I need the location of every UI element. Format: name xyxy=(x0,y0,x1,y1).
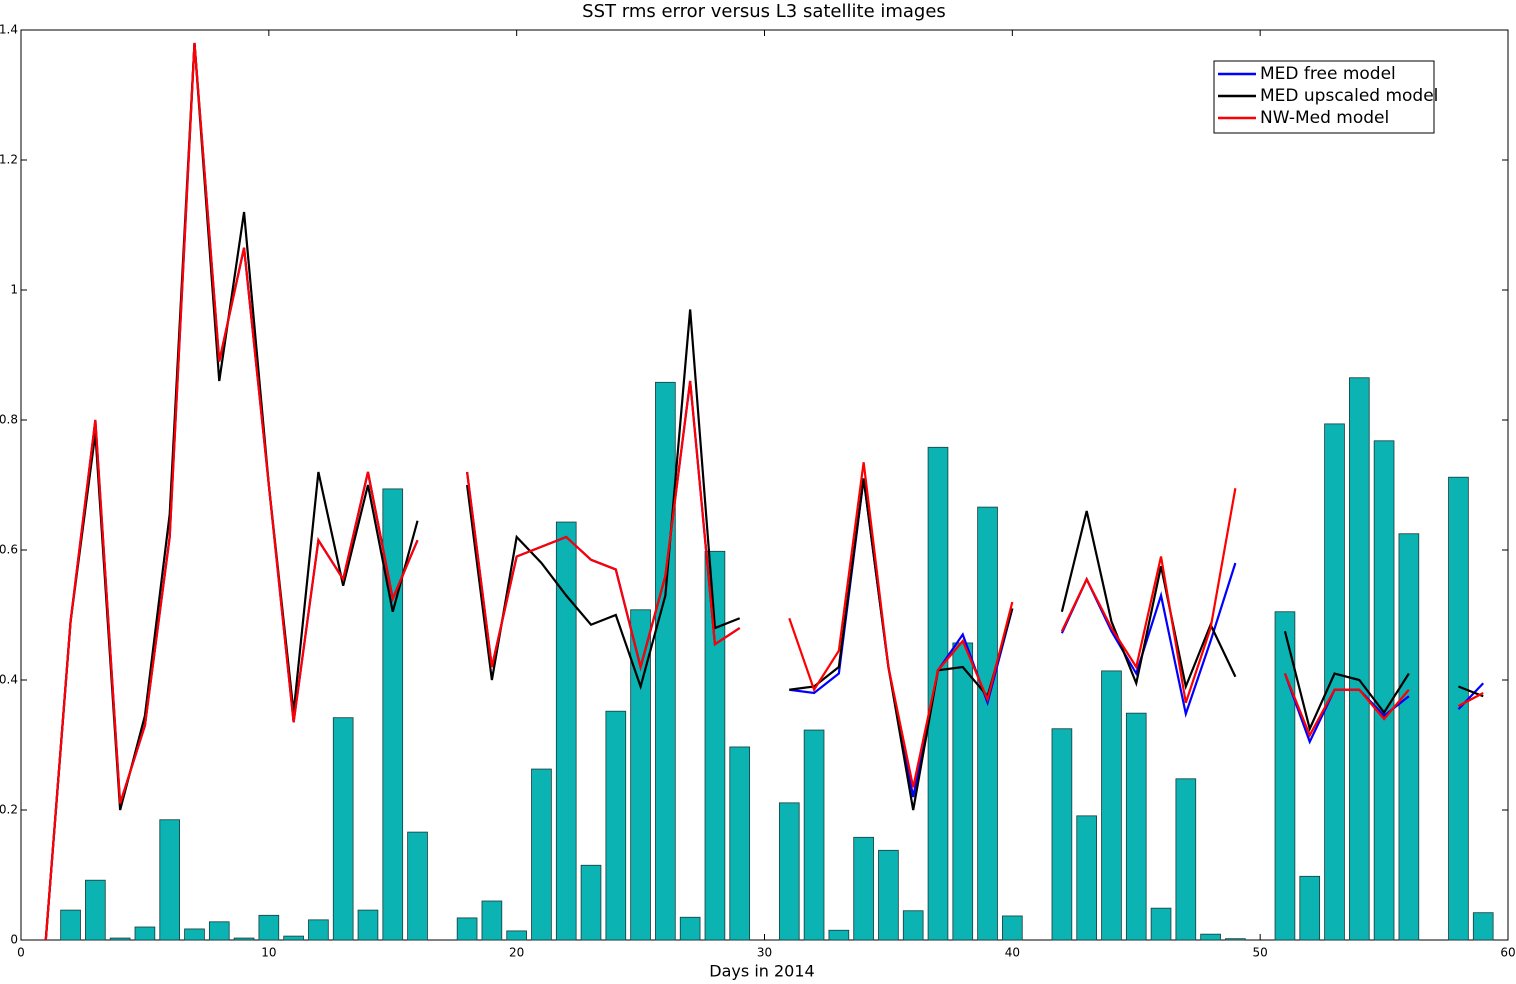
bar xyxy=(1175,778,1197,941)
bar xyxy=(506,930,527,941)
bar xyxy=(977,506,998,941)
y-tick-label: 1.4 xyxy=(0,23,18,37)
legend-label: MED free model xyxy=(1260,64,1396,84)
bar xyxy=(605,710,627,941)
bar xyxy=(481,900,503,941)
bar xyxy=(357,909,379,941)
bar xyxy=(258,914,280,941)
bar xyxy=(1225,938,1246,941)
legend-label: NW-Med model xyxy=(1260,108,1389,128)
bar xyxy=(1002,915,1023,941)
bar xyxy=(109,937,131,941)
bar xyxy=(1348,377,1370,941)
bar xyxy=(1472,912,1494,941)
bar xyxy=(407,831,428,941)
bar xyxy=(1150,907,1172,941)
bar xyxy=(208,921,230,941)
bar xyxy=(1373,440,1395,941)
x-tick-label: 10 xyxy=(261,946,276,960)
bar xyxy=(729,746,751,941)
bar xyxy=(902,910,924,941)
bar xyxy=(1051,728,1073,941)
bar xyxy=(580,864,602,941)
chart-title: SST rms error versus L3 satellite images xyxy=(582,1,946,22)
bar xyxy=(60,909,81,941)
bar xyxy=(630,609,651,941)
bar xyxy=(1274,611,1296,941)
y-tick-label: 0.4 xyxy=(0,673,18,687)
bar xyxy=(853,836,874,941)
x-tick-label: 0 xyxy=(17,946,25,960)
bar xyxy=(1398,533,1420,941)
bar xyxy=(184,928,205,941)
y-tick-label: 1.2 xyxy=(0,153,18,167)
line-series xyxy=(44,42,1484,941)
x-tick-label: 40 xyxy=(1005,946,1020,960)
bar xyxy=(382,488,404,941)
line-series xyxy=(44,42,1484,941)
line-series xyxy=(44,42,1485,941)
bar xyxy=(952,642,974,941)
bar xyxy=(1076,815,1097,941)
bar xyxy=(927,446,949,941)
bar xyxy=(1324,423,1345,941)
bar xyxy=(159,819,181,941)
bar xyxy=(134,926,156,941)
bar xyxy=(456,917,478,941)
bar xyxy=(531,768,552,941)
bar xyxy=(828,929,850,941)
bar xyxy=(233,937,255,941)
bar xyxy=(803,729,825,941)
legend-label: MED upscaled model xyxy=(1260,86,1438,106)
bar xyxy=(308,919,329,941)
y-tick-label: 0.2 xyxy=(0,803,18,817)
bar xyxy=(655,381,676,941)
bar xyxy=(878,849,899,941)
bar xyxy=(283,935,304,941)
y-tick-label: 1 xyxy=(10,283,18,297)
y-tick-label: 0 xyxy=(10,933,18,947)
x-tick-label: 50 xyxy=(1253,946,1268,960)
y-tick-label: 0.6 xyxy=(0,543,18,557)
bar xyxy=(704,550,726,941)
x-tick-label: 20 xyxy=(509,946,524,960)
x-tick-label: 60 xyxy=(1500,946,1515,960)
bar xyxy=(1299,875,1321,941)
bar xyxy=(1200,933,1221,941)
x-axis-label: Days in 2014 xyxy=(709,962,814,981)
bar xyxy=(1125,712,1147,941)
bar xyxy=(778,802,800,941)
bar xyxy=(85,879,106,941)
bar xyxy=(679,916,701,941)
bar xyxy=(1101,670,1122,941)
x-tick-label: 30 xyxy=(757,946,772,960)
y-tick-label: 0.8 xyxy=(0,413,18,427)
bar xyxy=(332,717,354,941)
bar xyxy=(555,521,577,941)
